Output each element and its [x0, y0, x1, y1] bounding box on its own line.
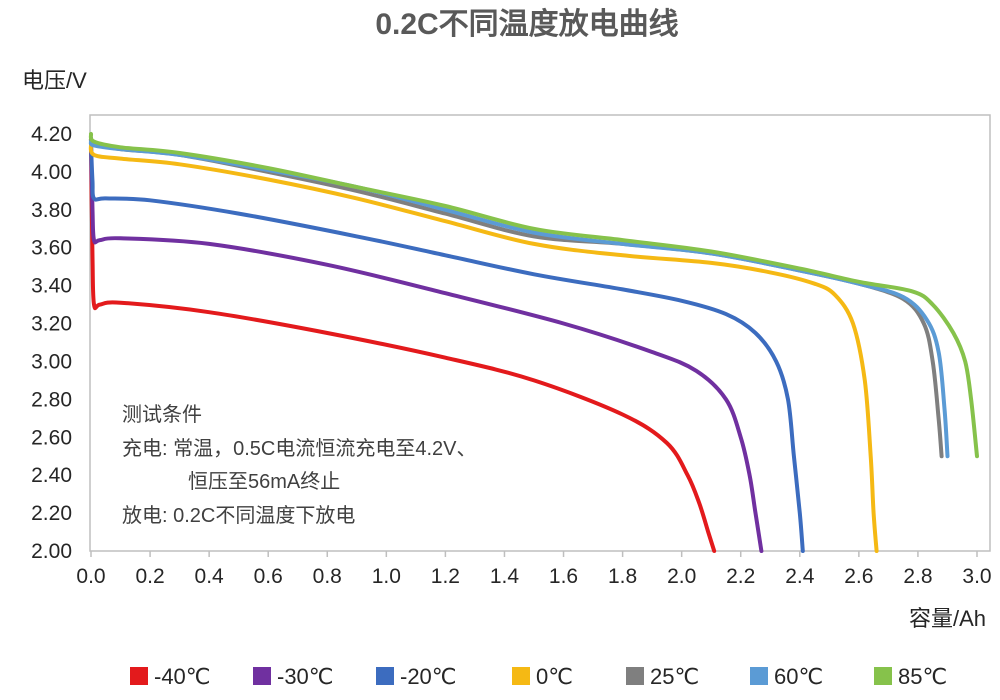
y-tick-label: 3.80 [31, 199, 72, 222]
legend-swatch-2 [376, 667, 394, 685]
y-tick-label: 4.00 [31, 161, 72, 184]
x-tick-label: 2.0 [667, 565, 696, 588]
note-line-3: 恒压至56mA终止 [188, 470, 340, 493]
x-tick-label: 1.2 [431, 565, 460, 588]
legend-swatch-4 [626, 667, 644, 685]
y-tick-label: 2.20 [31, 502, 72, 525]
x-tick-label: 2.4 [785, 565, 815, 588]
x-tick-label: 2.2 [726, 565, 755, 588]
y-tick-label: 2.00 [31, 540, 72, 563]
y-tick-label: 3.40 [31, 275, 72, 298]
legend-swatch-0 [130, 667, 148, 685]
y-axis-label: 电压/V [22, 68, 87, 93]
note-line-4: 放电: 0.2C不同温度下放电 [122, 504, 355, 527]
legend-label-6: 85℃ [898, 664, 947, 689]
y-tick-label: 2.60 [31, 426, 72, 449]
legend-label-4: 25℃ [650, 664, 699, 689]
series-line-5 [88, 139, 950, 459]
y-tick-label: 3.60 [31, 237, 72, 260]
legend-label-3: 0℃ [536, 664, 573, 689]
y-tick-label: 2.40 [31, 464, 72, 487]
note-line-1: 测试条件 [122, 403, 202, 426]
series-line-1 [89, 141, 764, 553]
x-axis-ticks: 0.0 0.2 0.4 0.6 0.8 1.0 1.2 1.4 1.6 1.8 2.0 2.2 2.4 2… [76, 551, 992, 588]
y-tick-label: 3.20 [31, 313, 72, 336]
legend-label-1: -30℃ [277, 664, 334, 689]
series-line-2 [89, 141, 805, 553]
note-line-2: 充电: 常温，0.5C电流恒流充电至4.2V、 [122, 437, 477, 460]
legend-label-5: 60℃ [774, 664, 823, 689]
x-tick-label: 1.6 [549, 565, 578, 588]
x-axis-label: 容量/Ah [909, 606, 986, 631]
y-tick-label: 4.20 [31, 123, 72, 146]
y-axis-ticks: 4.20 4.00 3.80 3.60 3.40 3.20 3.00 2.80 2.60 2.40… [31, 123, 72, 563]
series-line-3 [88, 141, 879, 553]
legend-label-0: -40℃ [154, 664, 211, 689]
x-tick-label: 0.0 [76, 565, 105, 588]
legend-swatch-5 [750, 667, 768, 685]
legend-swatch-1 [253, 667, 271, 685]
legend-swatch-3 [512, 667, 530, 685]
legend: -40℃ -30℃ -20℃ 0℃ 25℃ 60℃ 85℃ [130, 664, 947, 689]
legend-label-2: -20℃ [400, 664, 457, 689]
x-tick-label: 0.4 [195, 565, 225, 588]
x-tick-label: 1.0 [372, 565, 401, 588]
series-line-4 [88, 135, 944, 459]
chart-title: 0.2C不同温度放电曲线 [375, 8, 678, 41]
series-line-6 [88, 132, 979, 459]
series-lines [88, 132, 979, 553]
x-tick-label: 3.0 [962, 565, 991, 588]
x-tick-label: 0.8 [313, 565, 342, 588]
x-tick-label: 2.6 [844, 565, 873, 588]
legend-swatch-6 [874, 667, 892, 685]
x-tick-label: 1.4 [490, 565, 520, 588]
y-tick-label: 3.00 [31, 350, 72, 373]
series-line-0 [89, 141, 717, 553]
x-tick-label: 1.8 [608, 565, 637, 588]
x-tick-label: 2.8 [903, 565, 932, 588]
x-tick-label: 0.6 [254, 565, 283, 588]
y-tick-label: 2.80 [31, 388, 72, 411]
x-tick-label: 0.2 [135, 565, 164, 588]
plot-area [89, 114, 991, 552]
test-conditions-note: 测试条件 充电: 常温，0.5C电流恒流充电至4.2V、 恒压至56mA终止 放… [122, 403, 477, 527]
